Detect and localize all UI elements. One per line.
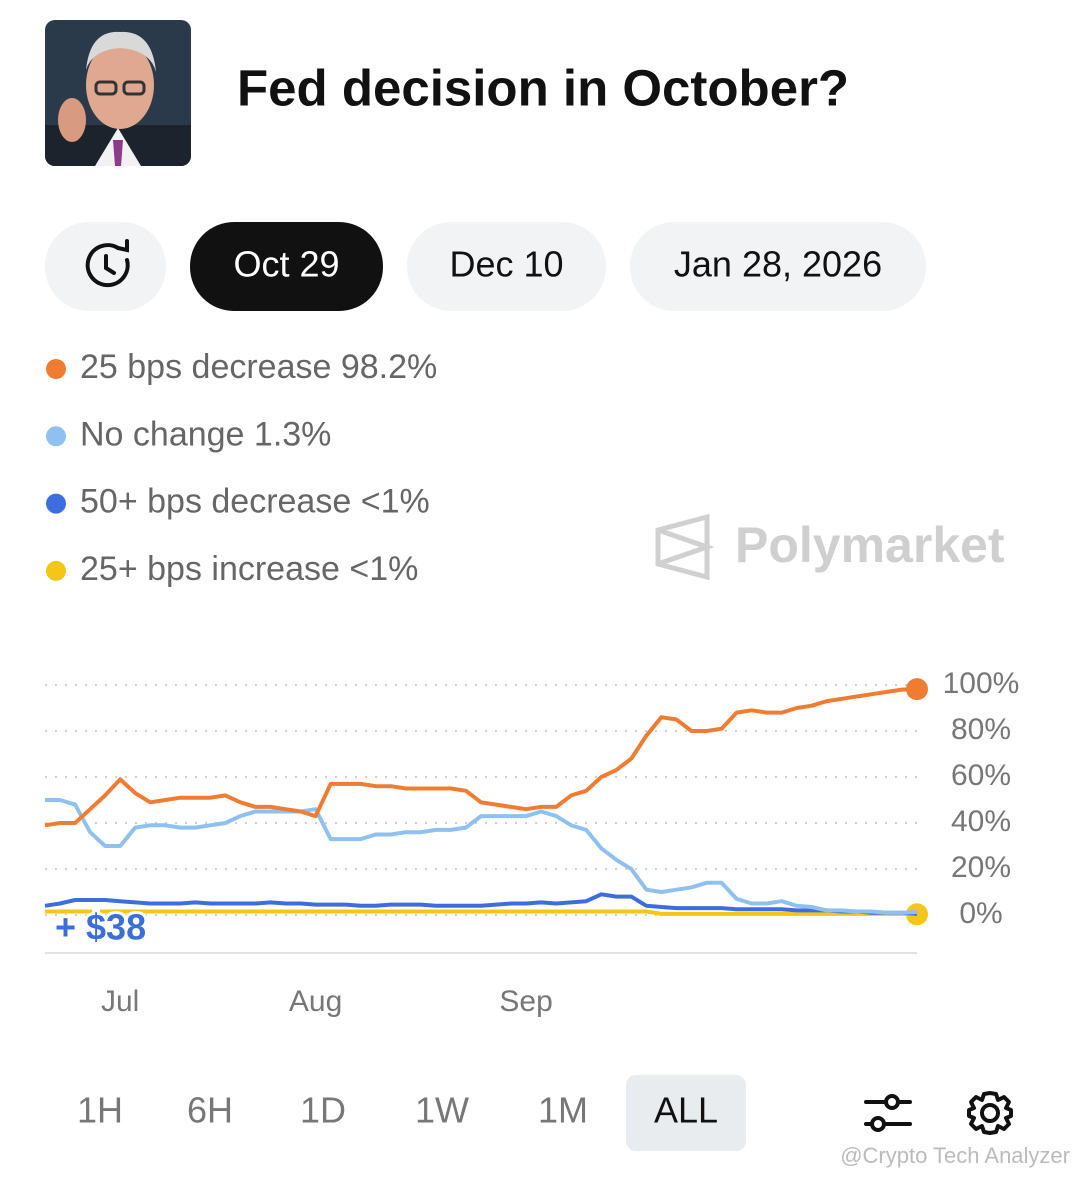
range-button-label: 1W (415, 1090, 469, 1131)
legend-label: 25 bps decrease 98.2% (80, 348, 437, 386)
legend-value: <1% (361, 483, 430, 521)
y-tick-label: 80% (951, 713, 1011, 746)
end-dot (906, 903, 928, 926)
legend-space (340, 550, 349, 588)
legend-label: 25+ bps increase <1% (80, 550, 418, 588)
date-tab[interactable] (630, 222, 926, 311)
legend-dot (46, 426, 66, 447)
range-button-label: 1H (77, 1090, 123, 1131)
y-tick-label: 0% (959, 897, 1002, 930)
range-button-label: 1D (300, 1090, 346, 1131)
legend-space (351, 483, 360, 521)
legend-space (244, 415, 253, 453)
x-tick-label: Aug (289, 985, 342, 1018)
range-button-label: 1M (538, 1090, 588, 1131)
date-tab-label: Jan 28, 2026 (674, 244, 882, 285)
y-tick-label: 60% (951, 759, 1011, 792)
date-tab[interactable] (407, 222, 606, 311)
pnl-label: + $38 (55, 907, 146, 948)
range-button-label: 6H (187, 1090, 233, 1131)
legend-name: 25 bps decrease (80, 348, 331, 386)
y-tick-label: 20% (951, 851, 1011, 884)
series-line (44, 892, 918, 916)
legend-value: 1.3% (254, 415, 332, 453)
y-tick-label: 100% (943, 667, 1020, 700)
history-icon (85, 239, 130, 288)
legend-label: No change 1.3% (80, 415, 331, 453)
series-line (44, 687, 918, 828)
legend-label: 50+ bps decrease <1% (80, 483, 430, 521)
y-tick-label: 40% (951, 805, 1011, 838)
x-tick-label: Sep (499, 985, 552, 1018)
legend-name: 25+ bps increase (80, 550, 340, 588)
date-tab-label: Dec 10 (449, 244, 563, 285)
end-dot (906, 678, 928, 701)
legend-name: 50+ bps decrease (80, 483, 351, 521)
legend-dot (46, 560, 66, 581)
series-line (45, 909, 918, 917)
legend-name: No change (80, 415, 244, 453)
legend-value: <1% (349, 550, 418, 588)
title: Fed decision in October? (237, 59, 849, 116)
date-tab-active[interactable] (190, 222, 383, 311)
settings-icon[interactable] (967, 1091, 1013, 1135)
credit: @Crypto Tech Analyzer (840, 1143, 1070, 1168)
legend-dot (46, 359, 66, 379)
watermark: Polymarket (735, 517, 1005, 573)
date-tab-label: Oct 29 (233, 244, 339, 285)
x-tick-label: Jul (101, 985, 139, 1018)
legend-dot (46, 493, 66, 514)
legend-value: 98.2% (341, 348, 437, 386)
avatar (45, 20, 191, 166)
range-button-active[interactable] (626, 1075, 746, 1151)
filter-icon (864, 1094, 912, 1132)
watermark-logo (655, 513, 715, 581)
legend-space (331, 348, 340, 386)
range-button-label: ALL (654, 1090, 718, 1131)
series-line (45, 798, 918, 915)
